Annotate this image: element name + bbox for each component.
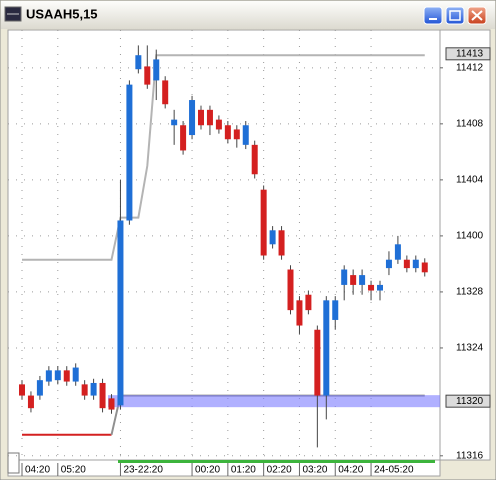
y-tick-label: 11412 (456, 62, 484, 73)
x-tick-label: 04:20 (25, 465, 50, 476)
candle-body (108, 398, 115, 410)
indicator-line (22, 54, 425, 261)
candle-body (206, 109, 213, 126)
candle-body (224, 125, 231, 140)
candle-body (54, 370, 61, 381)
x-tick-label: 04:20 (338, 465, 363, 476)
minimize-button[interactable] (423, 6, 443, 25)
minimize-glyph (429, 18, 437, 20)
y-tick-label: 11408 (456, 118, 484, 129)
candle-body (278, 230, 285, 256)
candle-body (305, 294, 312, 311)
price-axis (439, 29, 491, 461)
candle-body (260, 189, 267, 256)
maximize-button[interactable] (445, 6, 465, 25)
price-band (108, 395, 440, 408)
x-tick-label: 24-05:20 (374, 465, 414, 476)
candle-body (350, 275, 357, 285)
price-marker-box (445, 47, 491, 61)
candle-body (242, 125, 249, 145)
candle-body (368, 284, 375, 291)
candle-body (153, 59, 160, 81)
candle-body (36, 380, 43, 396)
candle-body (27, 395, 34, 409)
candle-body (296, 300, 303, 326)
price-marker-box (445, 394, 491, 408)
candle-body (403, 259, 410, 269)
y-tick-label: 11404 (456, 175, 484, 186)
candle-body (385, 259, 392, 269)
candle-body (412, 259, 419, 269)
candle-body (171, 119, 178, 126)
candle-body (215, 119, 222, 130)
candle-body (19, 384, 25, 396)
maximize-glyph (449, 10, 461, 21)
candle-body (314, 329, 321, 396)
candle-body (394, 244, 401, 260)
price-marker-label: 11320 (456, 396, 484, 407)
session-strip (118, 460, 435, 463)
candle-body (126, 84, 133, 221)
x-tick-label: 23-22:20 (123, 465, 163, 476)
x-tick-label: 00:20 (195, 465, 220, 476)
candle-body (135, 55, 142, 70)
candle-body (72, 367, 79, 382)
candle-body (81, 384, 88, 396)
candle-body (99, 382, 106, 409)
close-glyph (471, 10, 483, 21)
x-tick-label: 03:20 (302, 465, 327, 476)
candle-body (377, 284, 383, 291)
y-tick-label: 11400 (456, 231, 484, 242)
candle-body (198, 109, 204, 126)
candle-body (117, 220, 124, 406)
candle-body (251, 144, 258, 175)
candle-body (233, 129, 240, 140)
candle-body (323, 300, 330, 396)
candle-body (287, 269, 294, 311)
candle-body (189, 100, 196, 136)
window-title: USAAH5,15 (26, 6, 98, 21)
candle-body (332, 300, 339, 320)
scroll-box[interactable] (7, 452, 20, 474)
candle-body (144, 66, 151, 85)
x-tick-label: 01:20 (231, 465, 256, 476)
candle-body (341, 269, 348, 285)
candle-body (269, 230, 276, 245)
y-tick-label: 11316 (456, 450, 484, 461)
y-tick-label: 11328 (456, 287, 484, 298)
candle-body (162, 80, 169, 105)
x-tick-label: 05:20 (61, 465, 86, 476)
candle-body (421, 262, 428, 273)
chart-layer: 11412 11408 11404 11400 11328 11324 11316 04:20… (8, 30, 491, 476)
plot-area (7, 29, 441, 461)
y-tick-label: 11324 (456, 343, 484, 354)
title-bar (1, 1, 495, 29)
candle-body (359, 275, 366, 285)
candle-body (45, 370, 52, 382)
candle-body (180, 125, 187, 151)
x-tick-label: 02:20 (267, 465, 292, 476)
price-marker-label: 11413 (456, 48, 484, 59)
candle-body (63, 370, 70, 382)
candle-body (90, 382, 97, 396)
